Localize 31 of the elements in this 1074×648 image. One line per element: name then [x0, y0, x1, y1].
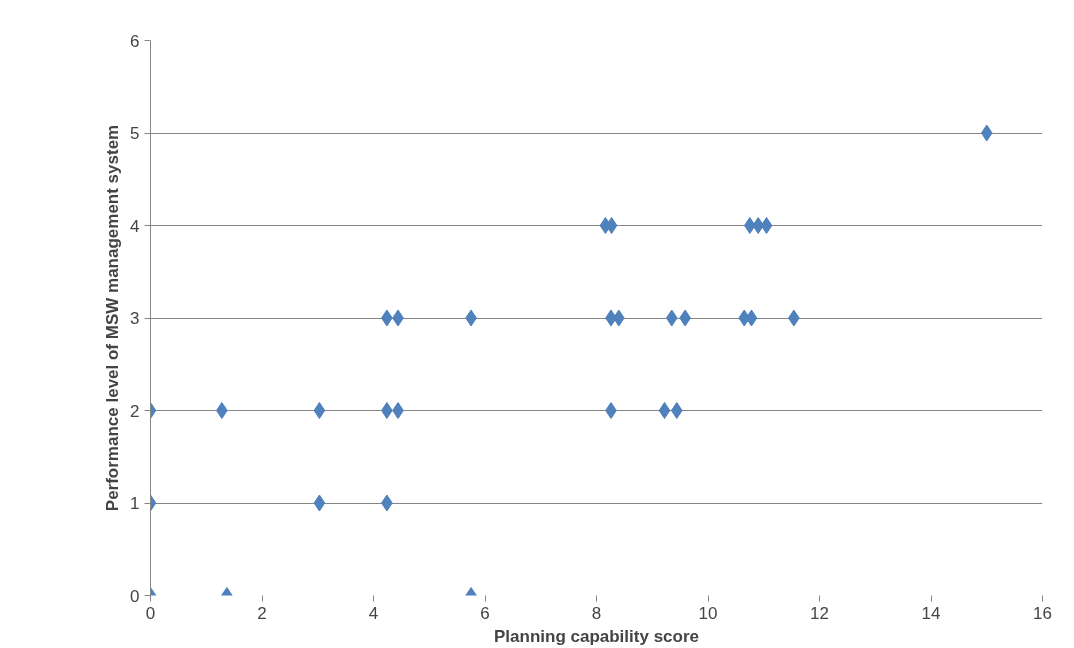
x-tick-label: 10	[698, 603, 718, 623]
x-axis-title: Planning capability score	[494, 626, 700, 646]
x-tick-label: 6	[480, 603, 490, 623]
point	[670, 402, 683, 419]
y-tick-label: 3	[130, 309, 140, 328]
point	[381, 402, 393, 419]
point	[980, 124, 993, 142]
point	[745, 309, 758, 327]
y-tick-label: 2	[130, 401, 140, 421]
point	[313, 494, 326, 512]
y-tick-label: 5	[130, 124, 140, 143]
y-tick-label: 1	[130, 494, 140, 513]
y-tick-label: 6	[130, 31, 140, 51]
x-tick-label: 16	[1033, 603, 1052, 623]
point	[743, 217, 756, 234]
y-axis-title: Performance level of MSW management system	[103, 124, 123, 512]
point	[658, 402, 671, 419]
point	[760, 217, 773, 234]
point	[216, 402, 228, 419]
x-tick-label: 8	[591, 603, 602, 623]
y-tick-label: 0	[130, 586, 140, 606]
point	[665, 309, 678, 327]
x-tick-label: 14	[921, 603, 941, 623]
x-tick-label: 12	[810, 603, 829, 623]
point	[392, 402, 404, 419]
y-tick-label: 4	[130, 216, 140, 236]
point	[313, 402, 326, 419]
x-tick-label: 0	[145, 603, 156, 623]
point	[605, 402, 617, 419]
x-tick-label: 4	[368, 603, 379, 623]
x-tick-label: 2	[257, 603, 267, 623]
